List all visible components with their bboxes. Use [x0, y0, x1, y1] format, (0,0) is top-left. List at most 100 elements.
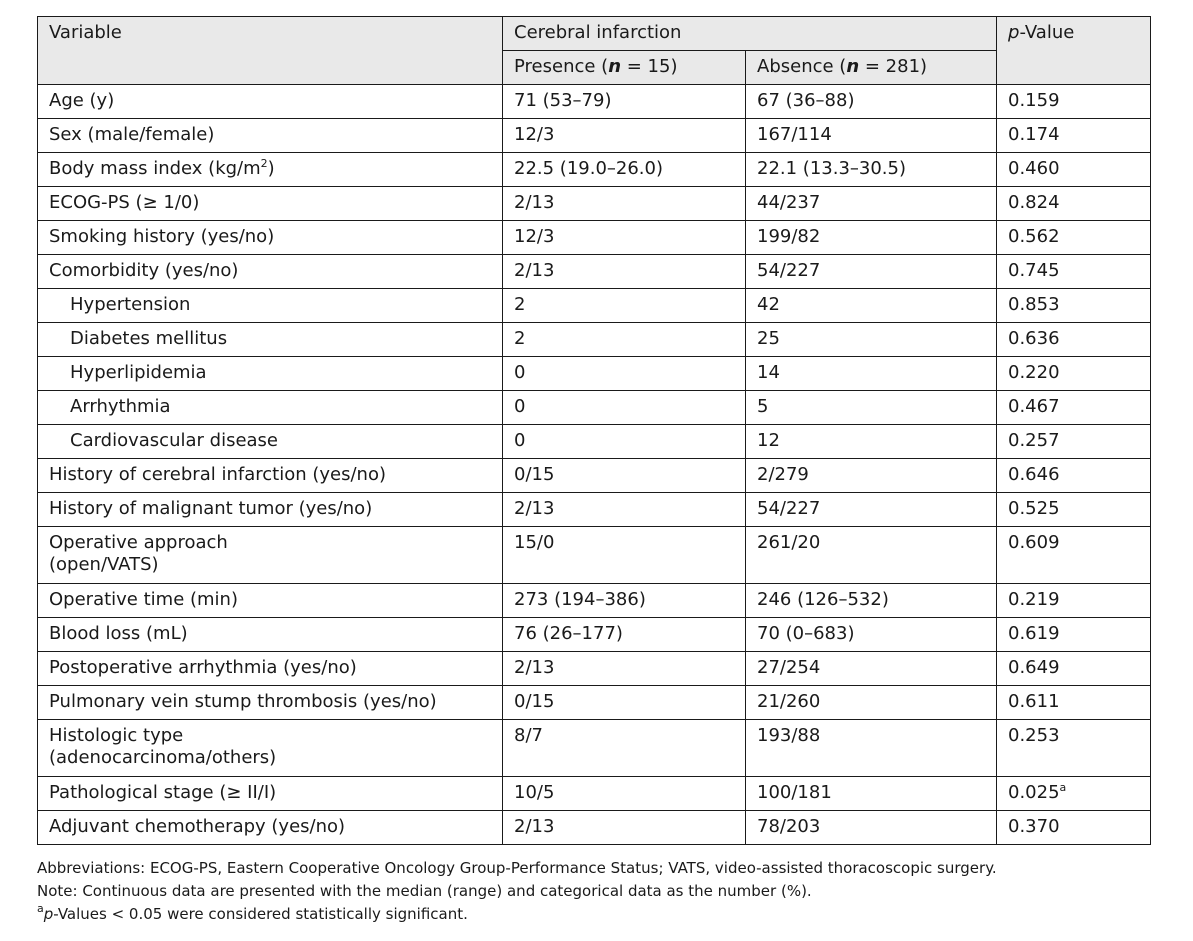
cell-variable: Age (y): [37, 84, 503, 119]
cell-absence: 27/254: [745, 651, 997, 686]
cell-presence: 15/0: [502, 526, 746, 584]
cell-p-value: 0.159: [996, 84, 1151, 119]
table-row: Operative approach (open/VATS) 15/0 261/20 0…: [37, 526, 1151, 584]
cell-variable: Pulmonary vein stump thrombosis (yes/no): [37, 685, 503, 720]
table-row: Diabetes mellitus 2 25 0.636: [37, 322, 1151, 357]
cell-presence: 0: [502, 424, 746, 459]
cell-p-value: 0.636: [996, 322, 1151, 357]
table-row: Pathological stage (≥ II/I) 10/5 100/181 0.…: [37, 776, 1151, 811]
header-p-value: p-Value: [996, 16, 1151, 85]
cell-presence: 8/7: [502, 719, 746, 777]
cell-absence: 246 (126–532): [745, 583, 997, 618]
cell-presence: 22.5 (19.0–26.0): [502, 152, 746, 187]
cell-variable: Sex (male/female): [37, 118, 503, 153]
table-row: Body mass index (kg/m2) 22.5 (19.0–26.0) 2…: [37, 152, 1151, 187]
cell-p-value: 0.619: [996, 617, 1151, 652]
cell-absence: 193/88: [745, 719, 997, 777]
cell-variable: Diabetes mellitus: [37, 322, 503, 357]
cell-absence: 14: [745, 356, 997, 391]
cell-presence: 76 (26–177): [502, 617, 746, 652]
cell-p-value: 0.257: [996, 424, 1151, 459]
cell-absence: 21/260: [745, 685, 997, 720]
footnote-note: Note: Continuous data are presented with…: [37, 882, 812, 900]
cell-p-value: 0.460: [996, 152, 1151, 187]
cell-p-value: 0.525: [996, 492, 1151, 527]
cell-presence: 0/15: [502, 458, 746, 493]
table-row: History of cerebral infarction (yes/no) 0…: [37, 458, 1151, 493]
cell-p-value: 0.853: [996, 288, 1151, 323]
cell-p-value: 0.174: [996, 118, 1151, 153]
cell-presence: 0/15: [502, 685, 746, 720]
cell-variable: Adjuvant chemotherapy (yes/no): [37, 810, 503, 845]
cell-absence: 54/227: [745, 492, 997, 527]
table-footnotes: Abbreviations: ECOG-PS, Eastern Cooperat…: [37, 857, 997, 926]
cell-absence: 25: [745, 322, 997, 357]
cell-absence: 78/203: [745, 810, 997, 845]
cell-absence: 54/227: [745, 254, 997, 289]
table-row: Pulmonary vein stump thrombosis (yes/no)…: [37, 685, 1151, 720]
table-row: Smoking history (yes/no) 12/3 199/82 0.562: [37, 220, 1151, 255]
table-row: Hyperlipidemia 0 14 0.220: [37, 356, 1151, 391]
table-row: Adjuvant chemotherapy (yes/no) 2/13 78/203…: [37, 810, 1151, 845]
cell-presence: 2: [502, 322, 746, 357]
cell-presence: 2/13: [502, 492, 746, 527]
cell-presence: 12/3: [502, 118, 746, 153]
cell-absence: 67 (36–88): [745, 84, 997, 119]
cell-variable: History of malignant tumor (yes/no): [37, 492, 503, 527]
footnote-abbreviations: Abbreviations: ECOG-PS, Eastern Cooperat…: [37, 859, 997, 877]
cell-presence: 2/13: [502, 810, 746, 845]
cell-presence: 12/3: [502, 220, 746, 255]
cell-variable: Cardiovascular disease: [37, 424, 503, 459]
cell-absence: 261/20: [745, 526, 997, 584]
cell-presence: 10/5: [502, 776, 746, 811]
cell-variable: Smoking history (yes/no): [37, 220, 503, 255]
cell-variable: Operative time (min): [37, 583, 503, 618]
cell-p-value: 0.370: [996, 810, 1151, 845]
cell-variable: Hyperlipidemia: [37, 356, 503, 391]
cell-presence: 2: [502, 288, 746, 323]
cell-absence: 42: [745, 288, 997, 323]
cell-variable: Comorbidity (yes/no): [37, 254, 503, 289]
cell-absence: 12: [745, 424, 997, 459]
cell-variable: Pathological stage (≥ II/I): [37, 776, 503, 811]
table-row: ECOG-PS (≥ 1/0) 2/13 44/237 0.824: [37, 186, 1151, 221]
header-absence: Absence (n = 281): [745, 50, 997, 85]
cell-variable: Postoperative arrhythmia (yes/no): [37, 651, 503, 686]
cell-absence: 199/82: [745, 220, 997, 255]
cell-p-value: 0.824: [996, 186, 1151, 221]
table-row: Postoperative arrhythmia (yes/no) 2/13 27/…: [37, 651, 1151, 686]
cell-absence: 100/181: [745, 776, 997, 811]
cell-presence: 2/13: [502, 254, 746, 289]
cell-presence: 0: [502, 356, 746, 391]
cell-variable: ECOG-PS (≥ 1/0): [37, 186, 503, 221]
cell-p-value: 0.562: [996, 220, 1151, 255]
cell-presence: 0: [502, 390, 746, 425]
cell-variable: Hypertension: [37, 288, 503, 323]
cell-presence: 71 (53–79): [502, 84, 746, 119]
cell-variable: Body mass index (kg/m2): [37, 152, 503, 187]
cell-variable: Histologic type (adenocarcinoma/others): [37, 719, 503, 777]
table-row: Sex (male/female) 12/3 167/114 0.174: [37, 118, 1151, 153]
cell-p-value: 0.220: [996, 356, 1151, 391]
header-variable: Variable: [37, 16, 503, 85]
cell-variable: Operative approach (open/VATS): [37, 526, 503, 584]
table-row: Comorbidity (yes/no) 2/13 54/227 0.745: [37, 254, 1151, 289]
cell-absence: 44/237: [745, 186, 997, 221]
cell-variable: Blood loss (mL): [37, 617, 503, 652]
cell-variable: History of cerebral infarction (yes/no): [37, 458, 503, 493]
cell-presence: 273 (194–386): [502, 583, 746, 618]
cell-p-value: 0.467: [996, 390, 1151, 425]
table-row: History of malignant tumor (yes/no) 2/13 5…: [37, 492, 1151, 527]
cell-absence: 5: [745, 390, 997, 425]
cell-presence: 2/13: [502, 651, 746, 686]
table-row: Operative time (min) 273 (194–386) 246 (12…: [37, 583, 1151, 618]
table-row: Histologic type (adenocarcinoma/others) 8/…: [37, 719, 1151, 777]
cell-variable: Arrhythmia: [37, 390, 503, 425]
cell-p-value: 0.649: [996, 651, 1151, 686]
cell-p-value: 0.646: [996, 458, 1151, 493]
table-row: Cardiovascular disease 0 12 0.257: [37, 424, 1151, 459]
data-table: Variable Cerebral infarction p-Value Pre…: [37, 16, 1151, 845]
cell-p-value: 0.609: [996, 526, 1151, 584]
cell-absence: 2/279: [745, 458, 997, 493]
cell-absence: 22.1 (13.3–30.5): [745, 152, 997, 187]
